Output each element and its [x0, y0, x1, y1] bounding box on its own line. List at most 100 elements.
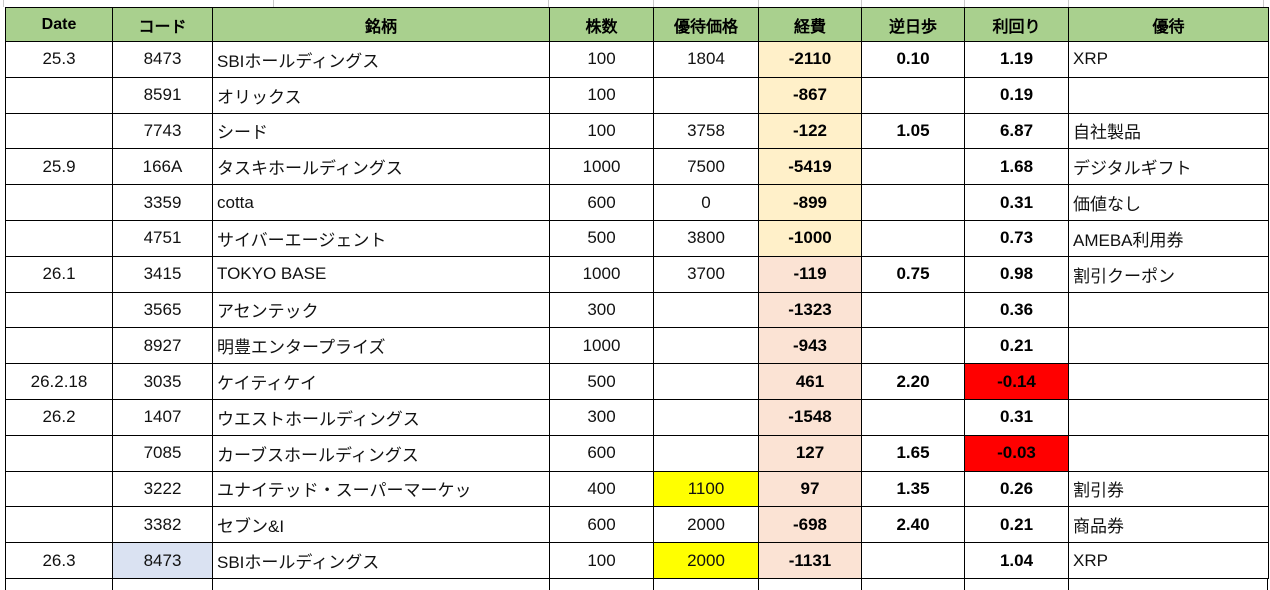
- cell-yield[interactable]: 1.68: [964, 148, 1069, 186]
- cell-code[interactable]: 8591: [112, 76, 213, 114]
- cell-price[interactable]: 3700: [653, 255, 759, 293]
- cell-date[interactable]: 26.1: [5, 255, 113, 293]
- cell-benefit[interactable]: 割引クーポン: [1068, 255, 1269, 293]
- cell-name[interactable]: ウエストホールディングス: [212, 398, 550, 436]
- cell-date[interactable]: [5, 434, 113, 472]
- cell-name[interactable]: SBIホールディングス: [212, 41, 550, 78]
- cell-benefit[interactable]: 価値なし: [1068, 184, 1269, 221]
- cell-gyakuhibu[interactable]: [861, 184, 965, 221]
- cell-date[interactable]: [5, 112, 113, 150]
- cell-shares[interactable]: 300: [549, 398, 654, 436]
- cell-date[interactable]: 26.2.18: [5, 363, 113, 400]
- cell-benefit[interactable]: [1068, 327, 1269, 365]
- cell-expense[interactable]: -1131: [758, 542, 862, 579]
- column-header-benefit[interactable]: 優待: [1068, 7, 1269, 42]
- cell-date[interactable]: 26.3: [5, 542, 113, 579]
- cell-yield[interactable]: 0.21: [964, 506, 1069, 544]
- cell-date[interactable]: [5, 327, 113, 365]
- cell-expense[interactable]: -1323: [758, 291, 862, 329]
- cell-yield[interactable]: -0.03: [964, 434, 1069, 472]
- cell-code[interactable]: 8473: [112, 41, 213, 78]
- cell-shares[interactable]: 300: [549, 291, 654, 329]
- column-header-name[interactable]: 銘柄: [212, 7, 550, 42]
- cell-name[interactable]: TOKYO BASE: [212, 255, 550, 293]
- cell-yield[interactable]: 0.73: [964, 219, 1069, 257]
- cell-gyakuhibu[interactable]: [861, 148, 965, 186]
- cell-benefit[interactable]: XRP: [1068, 542, 1269, 579]
- cell-gyakuhibu[interactable]: [861, 398, 965, 436]
- cell-name[interactable]: セブン&I: [212, 506, 550, 544]
- cell-code[interactable]: 7743: [112, 112, 213, 150]
- cell-benefit[interactable]: 自社製品: [1068, 112, 1269, 150]
- cell-code[interactable]: 3035: [112, 363, 213, 400]
- cell-price[interactable]: 2000: [653, 506, 759, 544]
- cell-expense[interactable]: -119: [758, 255, 862, 293]
- cell-gyakuhibu[interactable]: 1.35: [861, 470, 965, 508]
- cell-name[interactable]: cotta: [212, 184, 550, 221]
- cell-benefit[interactable]: [1068, 76, 1269, 114]
- cell-name[interactable]: シード: [212, 112, 550, 150]
- cell-yield[interactable]: 6.87: [964, 112, 1069, 150]
- cell-expense[interactable]: -1000: [758, 219, 862, 257]
- cell-price[interactable]: 0: [653, 184, 759, 221]
- cell-shares[interactable]: 600: [549, 184, 654, 221]
- cell-price[interactable]: [653, 327, 759, 365]
- column-header-date[interactable]: Date: [5, 7, 113, 42]
- cell-price[interactable]: [653, 434, 759, 472]
- cell-yield[interactable]: 0.26: [964, 470, 1069, 508]
- cell-shares[interactable]: 100: [549, 76, 654, 114]
- cell-date[interactable]: [5, 184, 113, 221]
- cell-shares[interactable]: 1000: [549, 327, 654, 365]
- cell-shares[interactable]: 1000: [549, 148, 654, 186]
- cell-gyakuhibu[interactable]: 0.75: [861, 255, 965, 293]
- cell-code[interactable]: 8473: [112, 542, 213, 579]
- cell-price[interactable]: 1100: [653, 470, 759, 508]
- cell-expense[interactable]: -943: [758, 327, 862, 365]
- cell-name[interactable]: ケイティケイ: [212, 363, 550, 400]
- cell-gyakuhibu[interactable]: 2.40: [861, 506, 965, 544]
- column-header-price[interactable]: 優待価格: [653, 7, 759, 42]
- cell-shares[interactable]: 100: [549, 542, 654, 579]
- cell-yield[interactable]: 0.31: [964, 184, 1069, 221]
- cell-code[interactable]: 7085: [112, 434, 213, 472]
- column-header-code[interactable]: コード: [112, 7, 213, 42]
- cell-gyakuhibu[interactable]: 0.10: [861, 41, 965, 78]
- cell-shares[interactable]: 600: [549, 434, 654, 472]
- cell-price[interactable]: 3758: [653, 112, 759, 150]
- cell-price[interactable]: [653, 363, 759, 400]
- cell-gyakuhibu[interactable]: 2.20: [861, 363, 965, 400]
- cell-gyakuhibu[interactable]: [861, 76, 965, 114]
- cell-expense[interactable]: -5419: [758, 148, 862, 186]
- cell-expense[interactable]: -698: [758, 506, 862, 544]
- cell-name[interactable]: アセンテック: [212, 291, 550, 329]
- cell-expense[interactable]: -1548: [758, 398, 862, 436]
- cell-benefit[interactable]: [1068, 291, 1269, 329]
- cell-name[interactable]: カーブスホールディングス: [212, 434, 550, 472]
- cell-expense[interactable]: 461: [758, 363, 862, 400]
- cell-code[interactable]: 3222: [112, 470, 213, 508]
- cell-gyakuhibu[interactable]: [861, 291, 965, 329]
- cell-expense[interactable]: -899: [758, 184, 862, 221]
- cell-price[interactable]: [653, 76, 759, 114]
- cell-benefit[interactable]: AMEBA利用券: [1068, 219, 1269, 257]
- cell-code[interactable]: 4751: [112, 219, 213, 257]
- cell-code[interactable]: 3415: [112, 255, 213, 293]
- column-header-yield[interactable]: 利回り: [964, 7, 1069, 42]
- cell-date[interactable]: [5, 219, 113, 257]
- cell-price[interactable]: 2000: [653, 542, 759, 579]
- cell-benefit[interactable]: XRP: [1068, 41, 1269, 78]
- cell-expense[interactable]: 97: [758, 470, 862, 508]
- cell-name[interactable]: オリックス: [212, 76, 550, 114]
- cell-name[interactable]: サイバーエージェント: [212, 219, 550, 257]
- cell-shares[interactable]: 500: [549, 363, 654, 400]
- cell-date[interactable]: [5, 470, 113, 508]
- cell-shares[interactable]: 100: [549, 41, 654, 78]
- cell-gyakuhibu[interactable]: [861, 542, 965, 579]
- cell-gyakuhibu[interactable]: [861, 327, 965, 365]
- cell-yield[interactable]: 1.04: [964, 542, 1069, 579]
- cell-benefit[interactable]: [1068, 398, 1269, 436]
- cell-yield[interactable]: 0.98: [964, 255, 1069, 293]
- cell-yield[interactable]: 0.19: [964, 76, 1069, 114]
- cell-shares[interactable]: 1000: [549, 255, 654, 293]
- cell-expense[interactable]: -867: [758, 76, 862, 114]
